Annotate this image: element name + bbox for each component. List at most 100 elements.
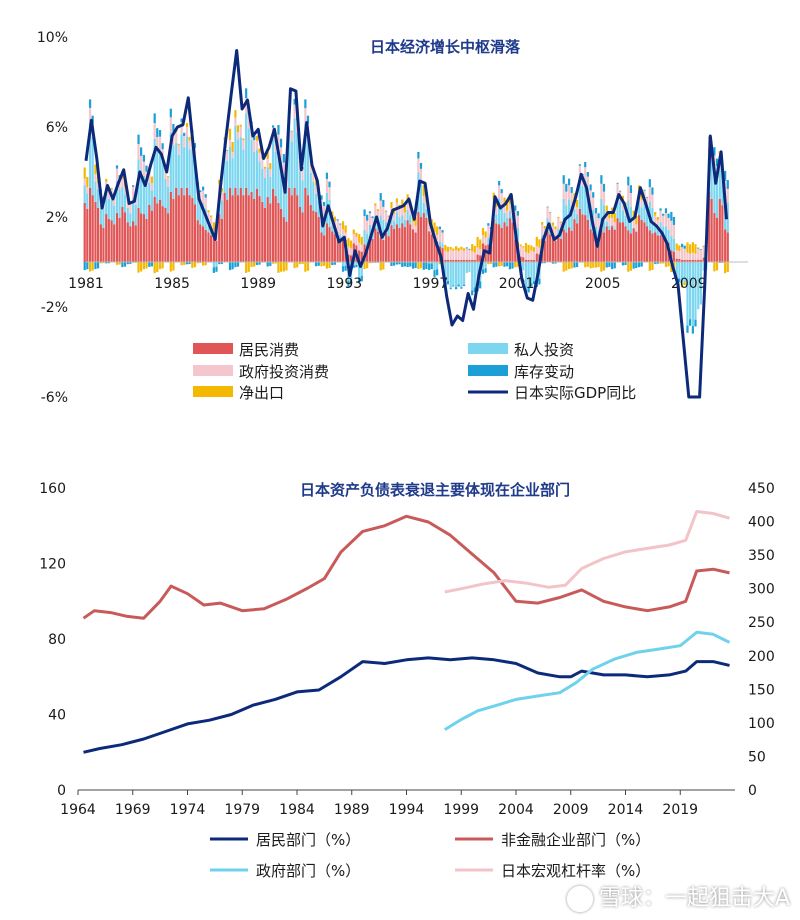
contribution-bar [611, 226, 614, 262]
contribution-bar [541, 234, 544, 239]
contribution-bar [656, 216, 659, 221]
contribution-bar [428, 231, 431, 262]
contribution-bar [129, 262, 132, 264]
contribution-bar [535, 236, 538, 246]
contribution-bar [694, 253, 697, 260]
contribution-bar [107, 198, 110, 219]
contribution-bar [551, 262, 555, 264]
contribution-bar [664, 208, 668, 214]
contribution-bar [619, 201, 622, 223]
bottom-right-y-tick-label: 0 [748, 783, 757, 799]
contribution-bar [532, 247, 536, 252]
contribution-bar [597, 262, 600, 268]
contribution-bar [527, 286, 530, 293]
contribution-bar [293, 98, 296, 105]
contribution-bar [363, 230, 366, 245]
contribution-bar [158, 130, 162, 137]
contribution-bar [551, 238, 555, 262]
contribution-bar [121, 206, 124, 262]
contribution-bar [457, 262, 460, 285]
contribution-bar [304, 99, 307, 109]
contribution-bar [584, 262, 587, 268]
contribution-bar [602, 262, 606, 271]
top-x-tick-label: 2001 [499, 276, 535, 292]
contribution-bar [344, 232, 347, 240]
contribution-bar [500, 189, 503, 194]
contribution-bar [489, 246, 493, 262]
contribution-bar [317, 200, 320, 218]
contribution-bar [543, 240, 546, 262]
contribution-bar [575, 223, 579, 262]
contribution-bar [325, 172, 328, 179]
contribution-bar [126, 222, 129, 262]
contribution-bar [495, 223, 498, 262]
contribution-bar [624, 215, 627, 227]
contribution-bar [129, 213, 132, 227]
contribution-bar [656, 220, 659, 229]
contribution-bar [691, 262, 694, 327]
contribution-bar [185, 123, 189, 127]
contribution-bar [231, 158, 234, 196]
contribution-bar [506, 210, 509, 218]
contribution-bar [132, 185, 135, 187]
contribution-bar [86, 187, 89, 194]
contribution-bar [554, 226, 557, 230]
legend-swatch [193, 343, 233, 354]
contribution-bar [511, 216, 514, 223]
contribution-bar [177, 145, 180, 155]
contribution-bar [266, 167, 269, 197]
contribution-bar [349, 278, 353, 285]
contribution-bar [148, 182, 151, 205]
contribution-bar [573, 209, 576, 220]
contribution-bar [137, 208, 140, 262]
contribution-bar [449, 249, 452, 260]
contribution-bar [395, 224, 398, 262]
contribution-bar [672, 224, 676, 239]
contribution-bar [83, 178, 86, 186]
contribution-bar [487, 237, 490, 245]
contribution-bar [336, 220, 339, 232]
contribution-bar [406, 262, 409, 268]
contribution-bar [339, 241, 342, 262]
contribution-bar [296, 195, 299, 262]
contribution-bar [549, 212, 552, 223]
contribution-bar [462, 250, 466, 260]
contribution-bar [707, 191, 711, 262]
contribution-bar [441, 230, 444, 233]
contribution-bar [279, 161, 283, 209]
contribution-bar [581, 214, 584, 262]
contribution-bar [417, 212, 420, 262]
contribution-bar [153, 196, 156, 262]
contribution-bar [398, 227, 401, 262]
contribution-bar [659, 208, 662, 211]
bottom-x-tick-label: 1964 [60, 802, 96, 818]
contribution-bar [476, 247, 479, 255]
contribution-bar [204, 229, 207, 262]
contribution-bar [594, 207, 598, 214]
contribution-bar [527, 244, 530, 254]
contribution-bar [331, 225, 334, 232]
contribution-bar [142, 154, 146, 162]
contribution-bar [487, 225, 490, 238]
contribution-bar [535, 253, 538, 262]
contribution-bar [113, 196, 116, 206]
contribution-bar [285, 262, 288, 271]
legend-label: 非金融企业部门（%） [501, 831, 650, 849]
contribution-bar [481, 269, 485, 274]
contribution-bar [492, 262, 495, 268]
contribution-bar [253, 151, 256, 199]
contribution-bar [140, 262, 143, 272]
contribution-bar [271, 125, 275, 128]
contribution-bar [422, 202, 425, 214]
contribution-bar [191, 149, 194, 198]
top-x-tick-label: 1989 [240, 276, 276, 292]
contribution-bar [481, 234, 485, 244]
contribution-bar [191, 262, 194, 268]
contribution-bar [239, 124, 242, 127]
contribution-bar [454, 250, 458, 260]
contribution-bar [277, 202, 280, 262]
contribution-bar [161, 161, 164, 207]
contribution-bar [258, 148, 261, 153]
contribution-bar [656, 235, 659, 262]
contribution-bar [573, 262, 576, 268]
